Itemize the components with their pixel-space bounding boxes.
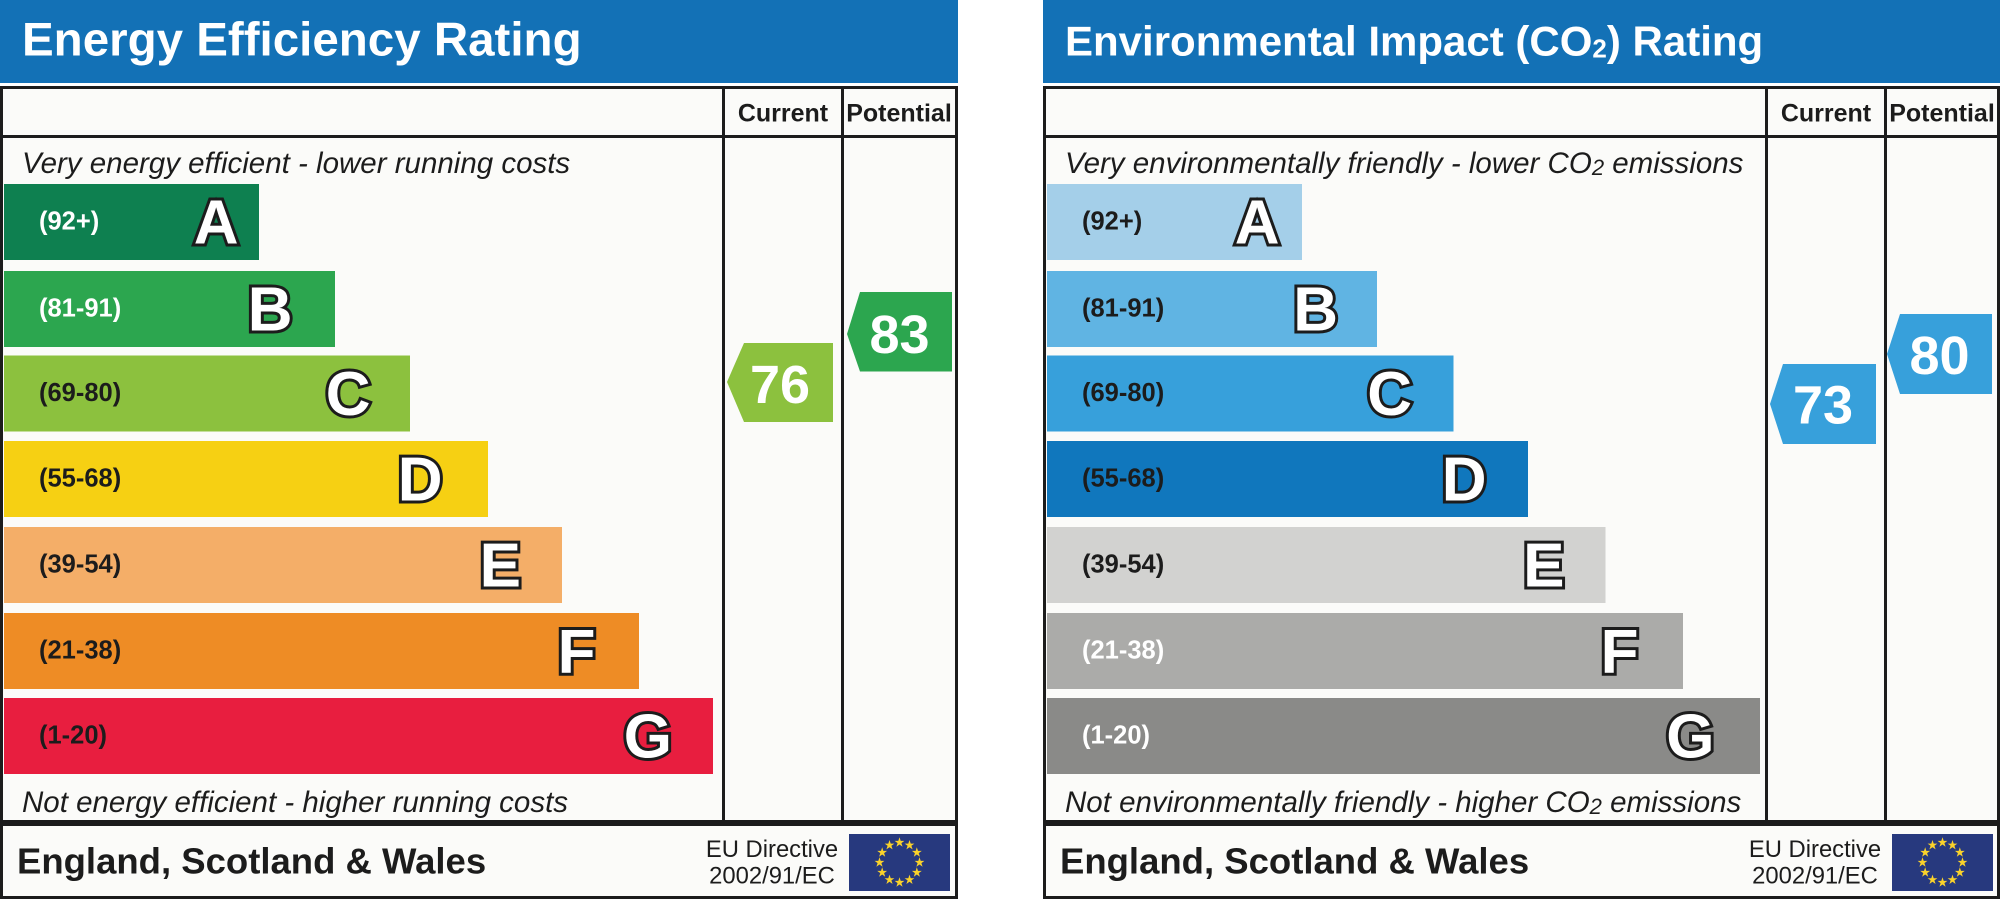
svg-text:Very energy efficient - lower: Very energy efficient - lower running co…: [22, 147, 570, 180]
svg-text:E: E: [480, 532, 521, 601]
svg-text:England, Scotland & Wales: England, Scotland & Wales: [1060, 841, 1529, 882]
svg-text:Current: Current: [738, 100, 829, 128]
svg-text:2002/91/EC: 2002/91/EC: [1752, 863, 1878, 890]
svg-text:73: 73: [1793, 376, 1853, 436]
svg-text:D: D: [1442, 446, 1487, 515]
svg-text:(69-80): (69-80): [1082, 379, 1164, 407]
svg-text:80: 80: [1909, 326, 1969, 386]
svg-text:C: C: [1367, 360, 1412, 429]
svg-text:(55-68): (55-68): [39, 465, 121, 493]
svg-text:EU Directive: EU Directive: [706, 836, 838, 863]
svg-text:(21-38): (21-38): [39, 637, 121, 665]
svg-text:G: G: [1666, 703, 1714, 772]
svg-text:(1-20): (1-20): [39, 722, 107, 750]
svg-text:83: 83: [869, 305, 929, 365]
svg-text:Energy Efficiency Rating: Energy Efficiency Rating: [22, 14, 582, 67]
svg-text:(92+): (92+): [39, 208, 99, 236]
svg-text:(21-38): (21-38): [1082, 637, 1164, 665]
svg-text:76: 76: [750, 355, 810, 415]
svg-text:C: C: [326, 360, 371, 429]
svg-text:(55-68): (55-68): [1082, 465, 1164, 493]
svg-text:Environmental Impact (CO2) Rat: Environmental Impact (CO2) Rating: [1065, 18, 1763, 65]
svg-text:B: B: [248, 276, 293, 345]
svg-text:D: D: [398, 446, 443, 515]
svg-text:(69-80): (69-80): [39, 379, 121, 407]
svg-text:Very environmentally friendly: Very environmentally friendly - lower CO…: [1065, 147, 1744, 180]
svg-text:Potential: Potential: [1889, 100, 1995, 128]
svg-text:B: B: [1293, 276, 1338, 345]
svg-text:England, Scotland & Wales: England, Scotland & Wales: [17, 841, 486, 882]
svg-text:(92+): (92+): [1082, 208, 1142, 236]
svg-text:Not environmentally friendly -: Not environmentally friendly - higher CO…: [1065, 786, 1742, 819]
svg-text:(1-20): (1-20): [1082, 722, 1150, 750]
svg-text:(39-54): (39-54): [1082, 551, 1164, 579]
svg-text:G: G: [624, 703, 672, 772]
svg-text:A: A: [194, 189, 239, 258]
svg-text:E: E: [1523, 532, 1564, 601]
svg-text:A: A: [1235, 189, 1280, 258]
svg-text:F: F: [558, 618, 596, 687]
svg-text:Potential: Potential: [846, 100, 952, 128]
svg-text:2002/91/EC: 2002/91/EC: [709, 863, 835, 890]
svg-text:F: F: [1601, 618, 1639, 687]
svg-text:(81-91): (81-91): [1082, 295, 1164, 323]
svg-text:(81-91): (81-91): [39, 295, 121, 323]
svg-text:EU Directive: EU Directive: [1749, 836, 1881, 863]
svg-text:(39-54): (39-54): [39, 551, 121, 579]
svg-text:Current: Current: [1781, 100, 1872, 128]
svg-text:Not energy efficient - higher: Not energy efficient - higher running co…: [22, 786, 568, 819]
